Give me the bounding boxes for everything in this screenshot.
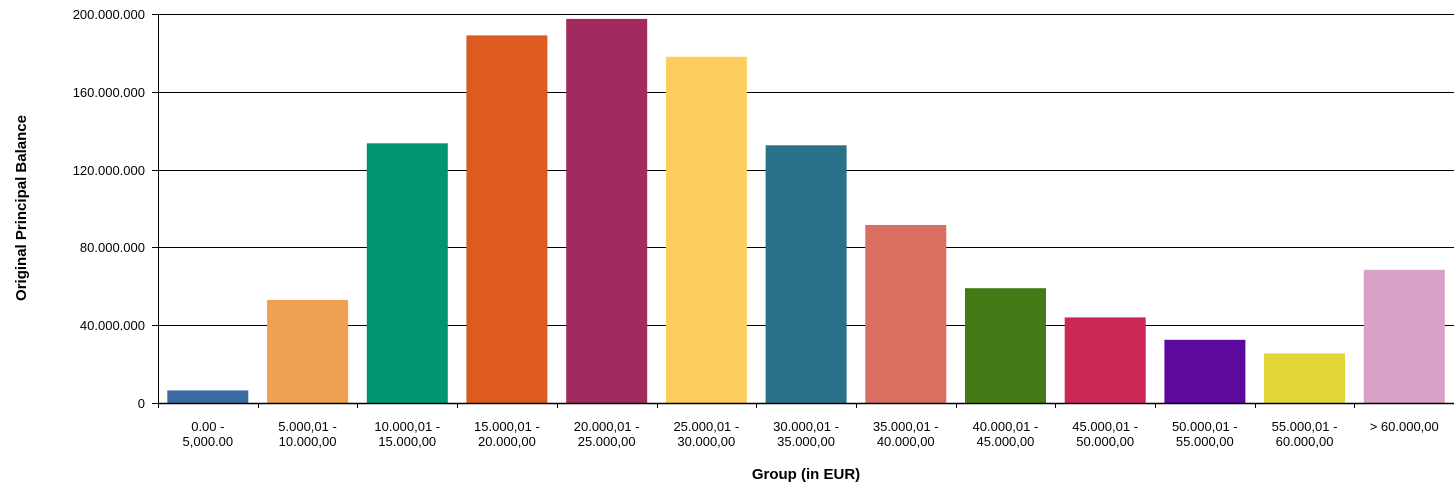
bar (566, 18, 648, 404)
x-tick-label-line: 50.000,01 - (1172, 419, 1238, 434)
y-tick-label: 80.000.000 (80, 240, 145, 255)
y-axis-title: Original Principal Balance (13, 115, 30, 301)
x-tick-label-line: 35.000,01 - (873, 419, 939, 434)
x-tick-label-line: 15.000,00 (378, 434, 436, 449)
x-tick-label: 5.000,01 -10.000,00 (278, 419, 337, 449)
bar (965, 288, 1046, 403)
x-tick-labels: 0.00 -5,000.005.000,01 -10.000,0010.000,… (183, 419, 1439, 449)
x-tick-label-line: 55.000,01 - (1272, 419, 1338, 434)
x-tick-label: 20.000,01 -25.000,00 (574, 419, 640, 449)
x-tick-label-line: 15.000,01 - (474, 419, 540, 434)
y-tick-label: 120.000.000 (73, 163, 145, 178)
bar (1264, 353, 1345, 403)
bars (167, 18, 1445, 404)
x-tick-label-line: 30.000,00 (677, 434, 735, 449)
x-tick-label: 45.000,01 -50.000,00 (1072, 419, 1138, 449)
bar (865, 225, 947, 403)
x-tick-label-line: 30.000,01 - (773, 419, 839, 434)
y-tick-label: 0 (138, 396, 145, 411)
bar (466, 35, 548, 404)
x-tick-label-line: 45.000,00 (977, 434, 1035, 449)
x-tick-label: > 60.000,00 (1370, 419, 1439, 434)
x-axis-title: Group (in EUR) (752, 466, 860, 483)
axes (152, 14, 1454, 408)
bar (167, 390, 249, 403)
x-tick-label-line: 20.000,01 - (574, 419, 640, 434)
bar (267, 299, 349, 403)
x-tick-label: 40.000,01 -45.000,00 (973, 419, 1039, 449)
bar (765, 145, 847, 404)
x-tick-label-line: 45.000,01 - (1072, 419, 1138, 434)
x-tick-label: 15.000,01 -20.000,00 (474, 419, 540, 449)
y-tick-label: 40.000.000 (80, 318, 145, 333)
x-tick-label-line: 40.000,00 (877, 434, 935, 449)
x-tick-label-line: 0.00 - (191, 419, 224, 434)
bar (1363, 269, 1445, 403)
x-tick-label-line: 20.000,00 (478, 434, 536, 449)
x-tick-label: 10.000,01 -15.000,00 (374, 419, 440, 449)
x-tick-label: 30.000,01 -35.000,00 (773, 419, 839, 449)
bar (1164, 339, 1246, 403)
x-tick-label-line: 10.000,01 - (374, 419, 440, 434)
x-tick-label-line: 40.000,01 - (973, 419, 1039, 434)
bar (665, 56, 747, 404)
x-tick-label-line: 5,000.00 (183, 434, 234, 449)
x-tick-label-line: 10.000,00 (279, 434, 337, 449)
x-tick-label-line: 35.000,00 (777, 434, 835, 449)
x-tick-label: 35.000,01 -40.000,00 (873, 419, 939, 449)
x-tick-label-line: 55.000,00 (1176, 434, 1234, 449)
y-tick-label: 160.000.000 (73, 85, 145, 100)
bar (1064, 317, 1146, 403)
x-tick-label-line: 25.000,00 (578, 434, 636, 449)
y-tick-label: 200.000.000 (73, 7, 145, 22)
x-tick-label: 50.000,01 -55.000,00 (1172, 419, 1238, 449)
bar (366, 143, 448, 404)
y-tick-labels: 0 40.000.000 80.000.000 120.000.000 160.000.… (73, 7, 145, 411)
x-tick-label-line: 60.000,00 (1276, 434, 1334, 449)
x-tick-label-line: 25.000,01 - (673, 419, 739, 434)
x-tick-label-line: 5.000,01 - (278, 419, 337, 434)
x-tick-label-line: 50.000,00 (1076, 434, 1134, 449)
x-tick-label-line: > 60.000,00 (1370, 419, 1439, 434)
x-tick-label: 0.00 -5,000.00 (183, 419, 234, 449)
x-tick-label: 55.000,01 -60.000,00 (1272, 419, 1338, 449)
x-tick-label: 25.000,01 -30.000,00 (673, 419, 739, 449)
